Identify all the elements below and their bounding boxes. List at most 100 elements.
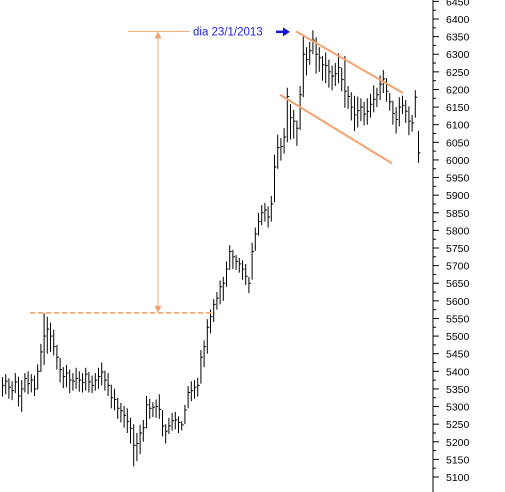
y-tick-label: 5750 — [446, 243, 470, 255]
ohlc-bar — [280, 138, 283, 161]
ohlc-bar — [136, 432, 139, 462]
ohlc-bar — [56, 344, 59, 370]
y-tick-label: 5500 — [446, 331, 470, 343]
ohlc-bar — [296, 120, 299, 146]
ohlc-bar — [302, 35, 306, 98]
ohlc-bar — [85, 367, 88, 391]
ohlc-bar — [152, 402, 155, 418]
y-tick-label: 6000 — [446, 155, 470, 167]
y-tick-label: 5200 — [446, 437, 470, 449]
ohlc-bar — [408, 106, 411, 136]
ohlc-bar — [139, 424, 143, 455]
ohlc-bar — [107, 373, 111, 396]
ohlc-bar — [11, 381, 15, 401]
y-tick-label: 6250 — [446, 67, 470, 79]
ohlc-bar — [261, 205, 264, 226]
ohlc-bar — [226, 261, 229, 287]
price-bars — [2, 30, 421, 467]
ohlc-bar — [155, 399, 159, 418]
ohlc-bar — [264, 202, 267, 222]
y-axis: 5100 5150 5200 5250 5300 5350 5400 5450 5500 5550… — [432, 0, 470, 492]
ohlc-bar — [350, 92, 354, 121]
ohlc-bar — [5, 374, 8, 395]
y-tick-label: 5300 — [446, 402, 470, 414]
lower-channel-line — [279, 93, 393, 165]
ohlc-bar — [232, 249, 235, 270]
ohlc-bar — [168, 417, 171, 435]
ohlc-bar — [190, 381, 194, 402]
ohlc-bar — [91, 375, 95, 394]
ohlc-bar — [50, 322, 53, 352]
ohlc-bar — [392, 100, 395, 125]
ohlc-bar — [14, 373, 18, 394]
ohlc-bar — [88, 372, 91, 393]
ohlc-bar — [363, 101, 367, 126]
ohlc-bar — [34, 375, 37, 396]
blue-arrow-icon — [276, 27, 290, 37]
ohlc-bar — [360, 98, 363, 122]
arrow-head — [283, 27, 290, 37]
ohlc-bar — [194, 380, 197, 399]
ohlc-bar — [373, 85, 376, 113]
ohlc-bar — [43, 313, 47, 365]
ohlc-bar — [376, 87, 379, 108]
ohlc-bar — [149, 398, 152, 419]
ohlc-bar — [59, 357, 63, 383]
ohlc-bar — [162, 410, 165, 437]
ohlc-bar — [120, 403, 123, 423]
y-tick-label: 5850 — [446, 208, 470, 220]
y-tick-label: 5150 — [446, 454, 470, 466]
ohlc-bar — [235, 255, 239, 270]
ohlc-bar — [386, 78, 389, 102]
ohlc-bar — [98, 367, 101, 389]
ohlc-bar — [274, 154, 277, 203]
y-tick-label: 5350 — [446, 384, 470, 396]
ohlc-bar — [142, 419, 146, 442]
ohlc-bar — [178, 416, 181, 433]
ohlc-bar — [325, 52, 328, 84]
measure-arrowhead-top — [154, 31, 162, 39]
ohlc-bar — [123, 405, 127, 428]
ohlc-bar — [366, 98, 370, 125]
ohlc-bar — [254, 227, 258, 251]
ohlc-bar — [334, 63, 338, 86]
ohlc-bar — [126, 408, 130, 433]
y-tick-label: 6050 — [446, 137, 470, 149]
ohlc-bar — [62, 367, 66, 389]
ohlc-bar — [248, 276, 251, 294]
ohlc-bar — [21, 380, 24, 412]
y-tick-label: 5900 — [446, 190, 470, 202]
ohlc-bar — [219, 280, 223, 305]
ohlc-bar — [341, 67, 344, 92]
y-tick-label: 6350 — [446, 32, 470, 44]
ohlc-bar — [251, 242, 255, 280]
ohlc-bar — [267, 206, 271, 228]
ohlc-bar — [46, 316, 50, 354]
ohlc-bar — [328, 59, 331, 88]
y-tick-label: 6450 — [446, 0, 470, 8]
ohlc-bar — [146, 395, 149, 429]
y-tick-label: 6400 — [446, 14, 470, 26]
ohlc-bar — [165, 424, 168, 444]
ohlc-bar — [200, 350, 203, 384]
y-tick-label: 6200 — [446, 84, 470, 96]
annotations: dia 23/1/2013 — [30, 26, 404, 314]
ohlc-bar — [370, 93, 373, 118]
ohlc-bar — [27, 371, 31, 395]
ohlc-bar — [114, 388, 117, 411]
y-tick-label: 5100 — [446, 472, 470, 484]
ohlc-bar — [322, 56, 325, 81]
ohlc-bar — [354, 95, 357, 132]
ohlc-bar — [405, 100, 408, 123]
y-tick-label: 5950 — [446, 173, 470, 185]
ohlc-bar — [171, 412, 175, 431]
ohlc-bar — [270, 195, 274, 222]
ohlc-bar — [130, 417, 133, 444]
y-tick-label: 5600 — [446, 296, 470, 308]
ohlc-bar — [78, 371, 82, 392]
ohlc-bar — [37, 364, 40, 390]
ohlc-bar — [197, 377, 200, 397]
ohlc-bar — [184, 404, 187, 425]
ohlc-bar — [2, 377, 5, 397]
